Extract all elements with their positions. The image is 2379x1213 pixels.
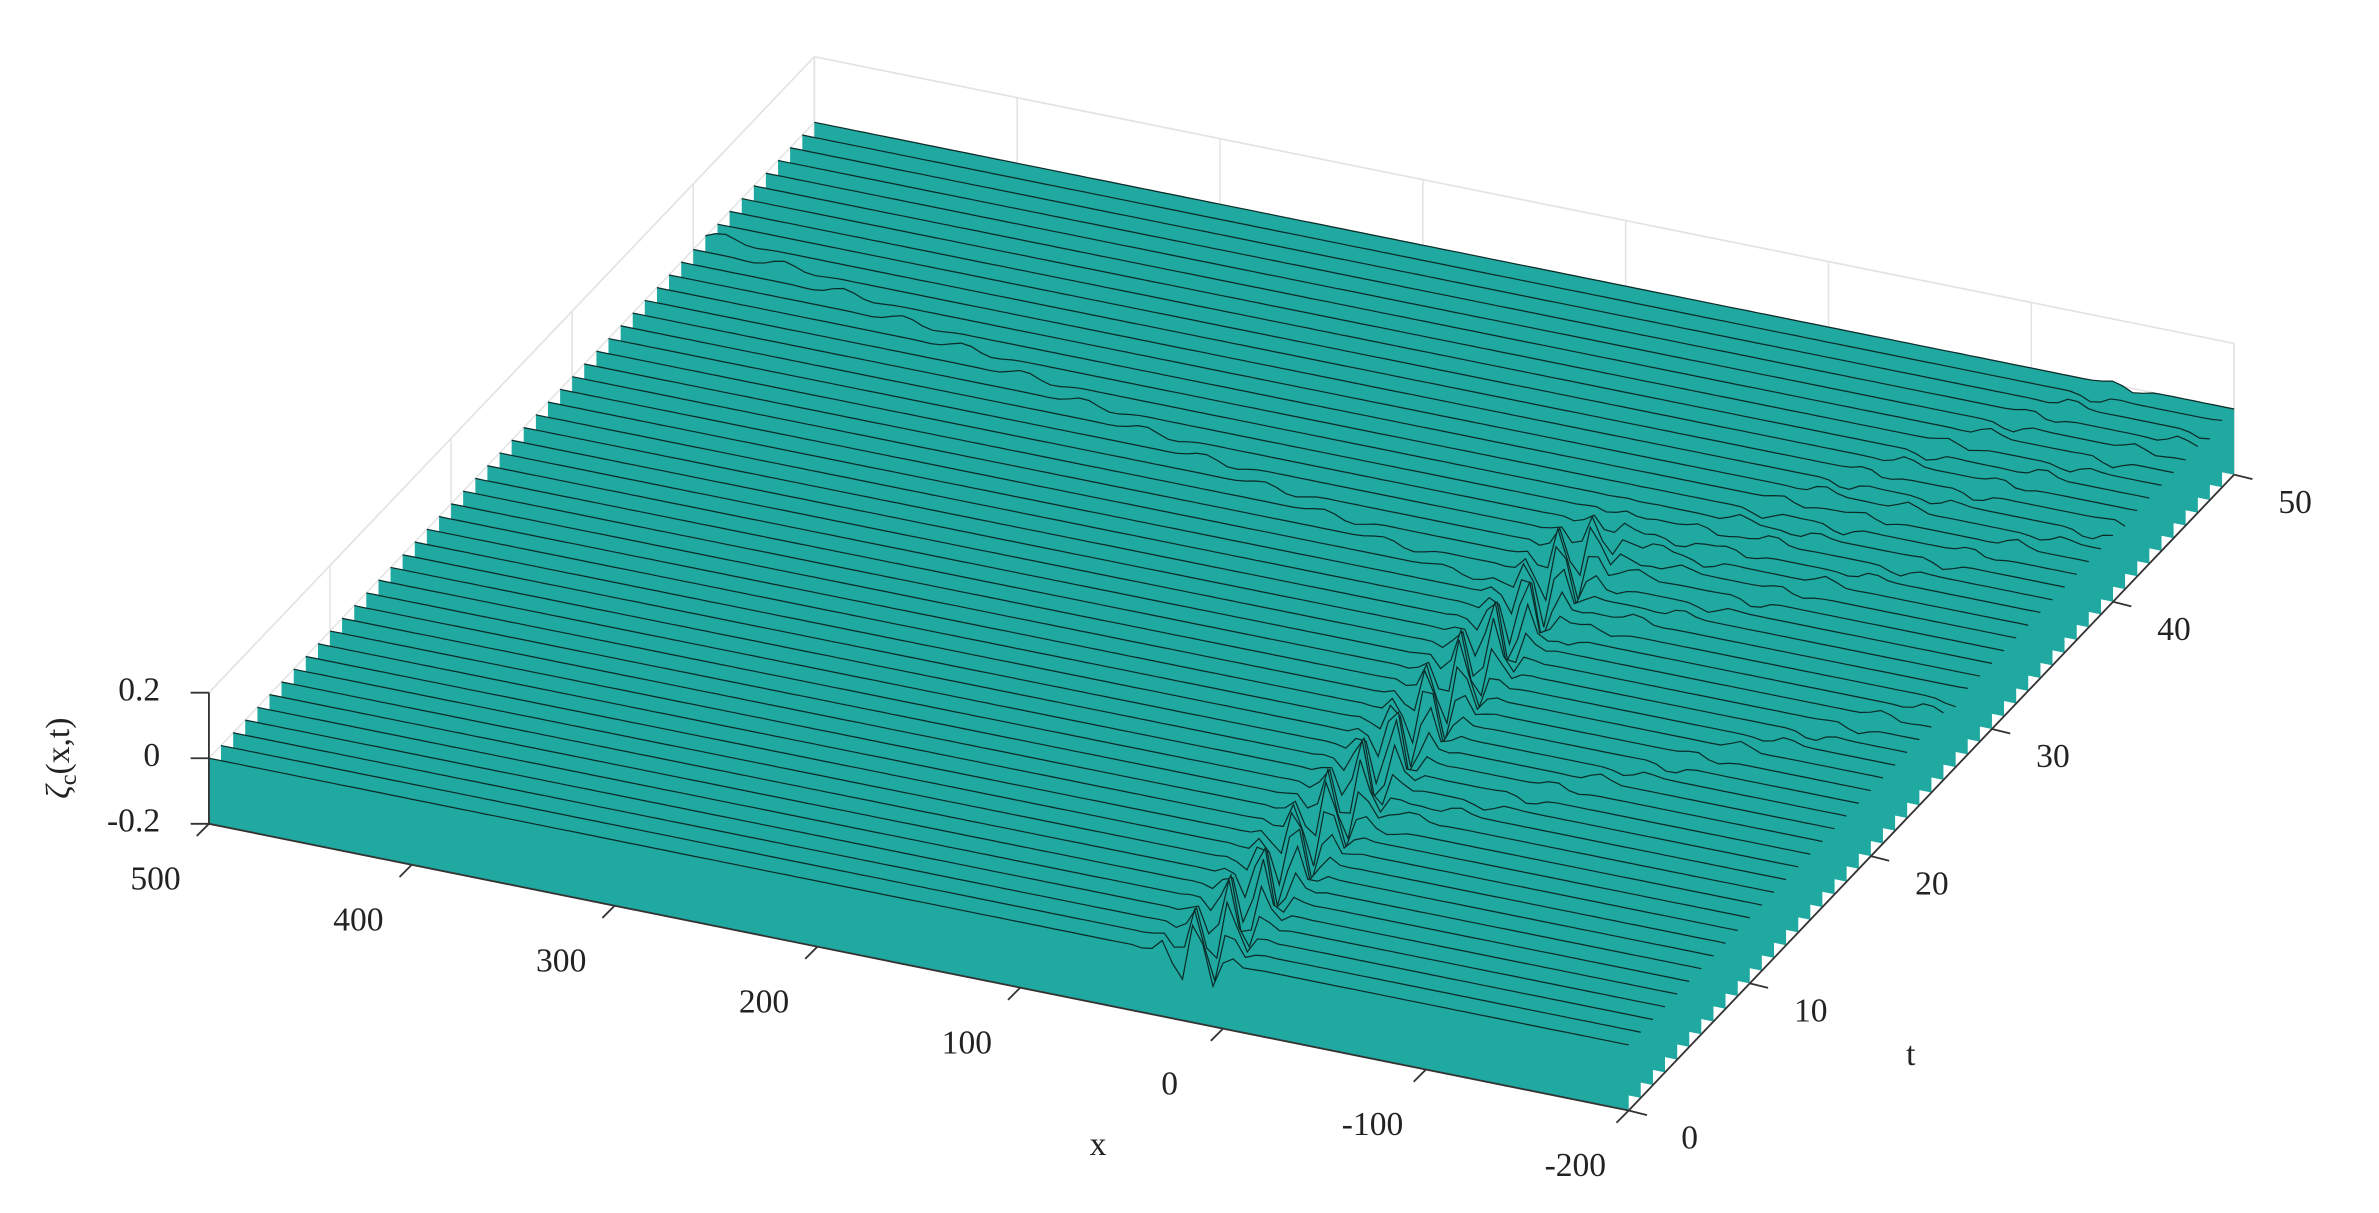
x-tick [1615, 1109, 1630, 1124]
z-tick-label: -0.2 [107, 803, 160, 840]
t-tick [1749, 982, 1769, 989]
surface-line [765, 172, 2186, 461]
surface-line [535, 414, 1956, 708]
surface-line [620, 325, 2041, 614]
surface-line [475, 477, 1896, 766]
x-tick [601, 905, 616, 919]
x-tick-label: 200 [739, 983, 789, 1020]
surface-line [814, 121, 2235, 410]
surface-line [463, 490, 1884, 779]
surface-line [753, 185, 2174, 474]
t-axis-label: t [1906, 1036, 1916, 1073]
x-tick [804, 946, 819, 960]
z-tick-label: 0.2 [118, 671, 160, 708]
surface-line [450, 503, 1871, 792]
surface-line [354, 604, 1775, 893]
surface-line [681, 261, 2102, 550]
surface-line [802, 134, 2223, 422]
surface-line [378, 579, 1799, 868]
surface-line [596, 350, 2017, 639]
surface-line [789, 147, 2210, 440]
surface-line [366, 592, 1787, 881]
z-label-symbol: ζ [40, 783, 77, 799]
x-tick [1413, 1068, 1427, 1083]
axes: -200 -100 0 100 200 300 400 500 0 10 20 30 40 50 -0.2 0… [107, 473, 2312, 1184]
t-tick-label: 0 [1681, 1120, 1698, 1157]
surface-line [705, 233, 2126, 527]
t-tick-label: 20 [1915, 865, 1949, 902]
surface-line [426, 528, 1847, 817]
grid-line [814, 55, 2235, 345]
surface-line [717, 223, 2138, 512]
surface-line [390, 566, 1811, 855]
surface-line [208, 757, 1629, 1046]
t-tick-label: 50 [2278, 484, 2312, 521]
surface-row [208, 758, 1629, 1111]
x-tick-label: -100 [1342, 1106, 1404, 1143]
z-tick-label: 0 [143, 737, 160, 774]
surface-line [281, 681, 1702, 970]
surface-line [656, 287, 2077, 575]
x-tick-label: 400 [333, 901, 383, 938]
surface-line [644, 299, 2065, 588]
x-axis-label: x [1090, 1126, 1107, 1163]
surface-line [499, 452, 1920, 741]
surface-line [632, 312, 2053, 601]
z-label-subscript: c [55, 774, 82, 785]
x-tick-label: 0 [1161, 1065, 1178, 1102]
surface-line [438, 515, 1859, 804]
x-tick-label: 300 [536, 942, 586, 979]
surface-line [402, 554, 1823, 843]
surface-line [523, 427, 1944, 714]
z-axis-label: ζc(x,t) [40, 718, 82, 799]
t-tick [2112, 600, 2132, 608]
surface-line [233, 732, 1654, 1021]
surface-line [668, 274, 2089, 563]
t-tick-label: 10 [1794, 993, 1828, 1030]
surface-line [693, 248, 2114, 540]
x-tick [1007, 986, 1021, 1001]
surface-line [269, 694, 1690, 982]
surface-line [245, 719, 1666, 1008]
surface-line [220, 744, 1641, 1033]
x-tick [398, 864, 413, 878]
z-label-args: (x,t) [40, 718, 77, 775]
x-tick [196, 823, 210, 837]
surface-line [572, 376, 1993, 664]
t-tick-label: 40 [2157, 611, 2191, 648]
t-tick [1628, 1109, 1648, 1116]
surface-line [547, 401, 1968, 689]
surface-line [560, 388, 1981, 677]
t-tick [1991, 728, 2011, 735]
x-axis [208, 822, 1629, 1112]
t-tick-label: 30 [2036, 738, 2070, 775]
surface-line [293, 668, 1714, 957]
surface-line [317, 643, 1738, 932]
x-tick-label: 100 [942, 1024, 992, 1061]
grid-line [208, 56, 815, 694]
surface-line [584, 363, 2005, 652]
surface-line [608, 337, 2029, 626]
surface-line [257, 706, 1678, 995]
x-tick [1210, 1027, 1224, 1042]
surface-line [305, 655, 1726, 944]
surface-line [487, 465, 1908, 754]
x-tick-label: -200 [1545, 1147, 1606, 1184]
surface-line [777, 159, 2199, 448]
t-axis [1628, 473, 2235, 1112]
surface-line [329, 630, 1750, 919]
surface-line [741, 197, 2162, 486]
surface-line [729, 210, 2150, 499]
surface-line [414, 541, 1835, 830]
t-tick [1870, 855, 1890, 862]
surface [208, 121, 2235, 1111]
surface-line [511, 439, 1932, 728]
surface-line [341, 617, 1762, 906]
t-tick [2233, 473, 2253, 481]
x-tick-label: 500 [130, 860, 180, 897]
